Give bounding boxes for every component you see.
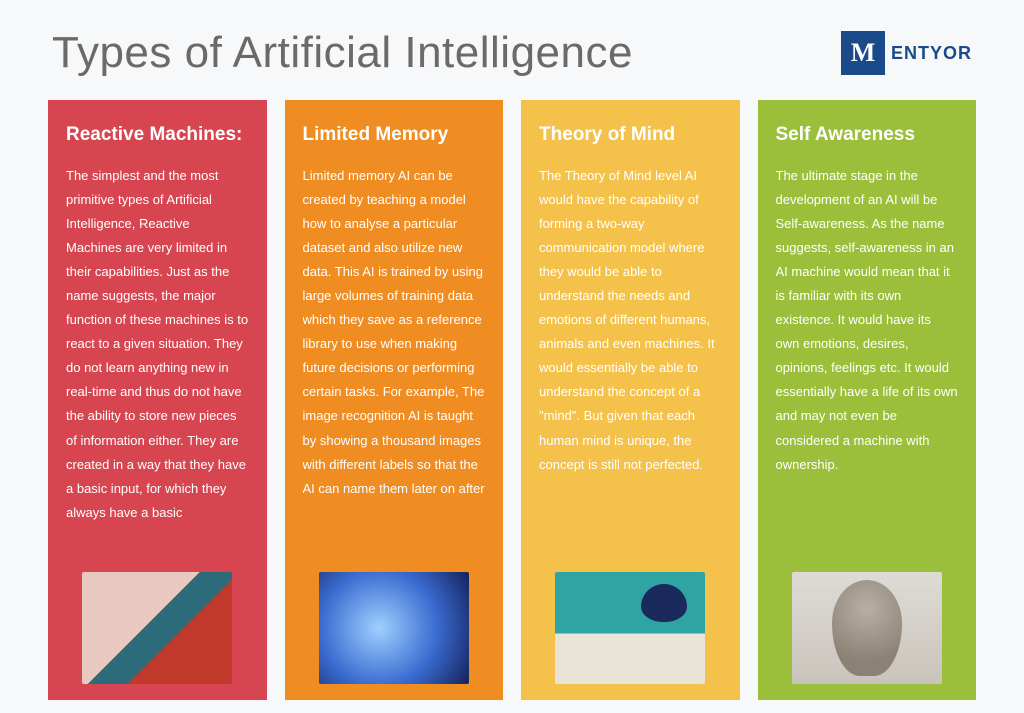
column-self-awareness: Self Awareness The ultimate stage in the…: [758, 100, 977, 700]
column-limited-memory: Limited Memory Limited memory AI can be …: [285, 100, 504, 700]
column-body: Limited memory AI can be created by teac…: [303, 164, 486, 501]
column-heading: Self Awareness: [776, 124, 959, 146]
column-body: The simplest and the most primitive type…: [66, 164, 249, 525]
robot-brain-icon: [555, 572, 705, 684]
column-heading: Reactive Machines:: [66, 124, 249, 146]
robot-reading-icon: [82, 572, 232, 684]
column-theory-of-mind: Theory of Mind The Theory of Mind level …: [521, 100, 740, 700]
column-image-wrap: [539, 564, 722, 684]
column-image-wrap: [776, 564, 959, 684]
column-image-wrap: [303, 564, 486, 684]
columns-container: Reactive Machines: The simplest and the …: [48, 100, 976, 700]
page-title: Types of Artificial Intelligence: [52, 28, 633, 78]
column-image-wrap: [66, 564, 249, 684]
column-reactive-machines: Reactive Machines: The simplest and the …: [48, 100, 267, 700]
column-body: The Theory of Mind level AI would have t…: [539, 164, 722, 477]
column-body: The ultimate stage in the development of…: [776, 164, 959, 477]
circuit-face-icon: [792, 572, 942, 684]
column-heading: Limited Memory: [303, 124, 486, 146]
brand-logo: M ENTYOR: [841, 31, 972, 75]
digital-head-icon: [319, 572, 469, 684]
column-heading: Theory of Mind: [539, 124, 722, 146]
header: Types of Artificial Intelligence M ENTYO…: [48, 28, 976, 78]
logo-text: ENTYOR: [891, 43, 972, 64]
logo-mark: M: [841, 31, 885, 75]
